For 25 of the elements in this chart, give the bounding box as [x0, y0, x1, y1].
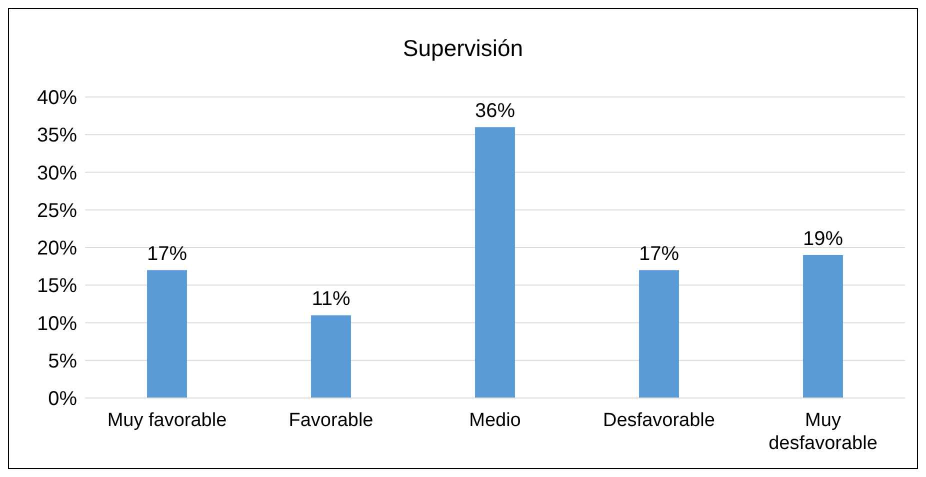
chart-title: Supervisión	[402, 34, 524, 63]
data-label: 11%	[312, 288, 350, 310]
y-tick-label: 15%	[36, 275, 78, 298]
bar	[475, 127, 515, 398]
bar	[803, 255, 843, 398]
data-label: 17%	[146, 243, 188, 266]
y-tick-label: 25%	[36, 200, 78, 222]
y-tick-label: 30%	[36, 162, 78, 184]
x-tick-label: Desfavorable	[603, 410, 715, 431]
bar	[311, 315, 351, 398]
y-tick-label: 20%	[36, 238, 78, 260]
x-tick-label: Muy favorable	[107, 410, 227, 431]
data-label: 36%	[474, 100, 516, 122]
y-tick-label: 5%	[48, 350, 78, 372]
data-label: 19%	[802, 228, 844, 250]
x-tick-label: Medio	[469, 410, 521, 431]
x-tick-label: Muy desfavorable	[768, 410, 878, 454]
y-tick-label: 10%	[36, 312, 78, 335]
y-tick-label: 40%	[36, 87, 78, 110]
x-tick-label: Favorable	[288, 410, 374, 431]
bar	[639, 270, 679, 398]
data-label: 17%	[638, 243, 680, 266]
y-tick-label: 0%	[48, 388, 78, 410]
y-tick-label: 35%	[36, 124, 78, 147]
bar	[147, 270, 187, 398]
